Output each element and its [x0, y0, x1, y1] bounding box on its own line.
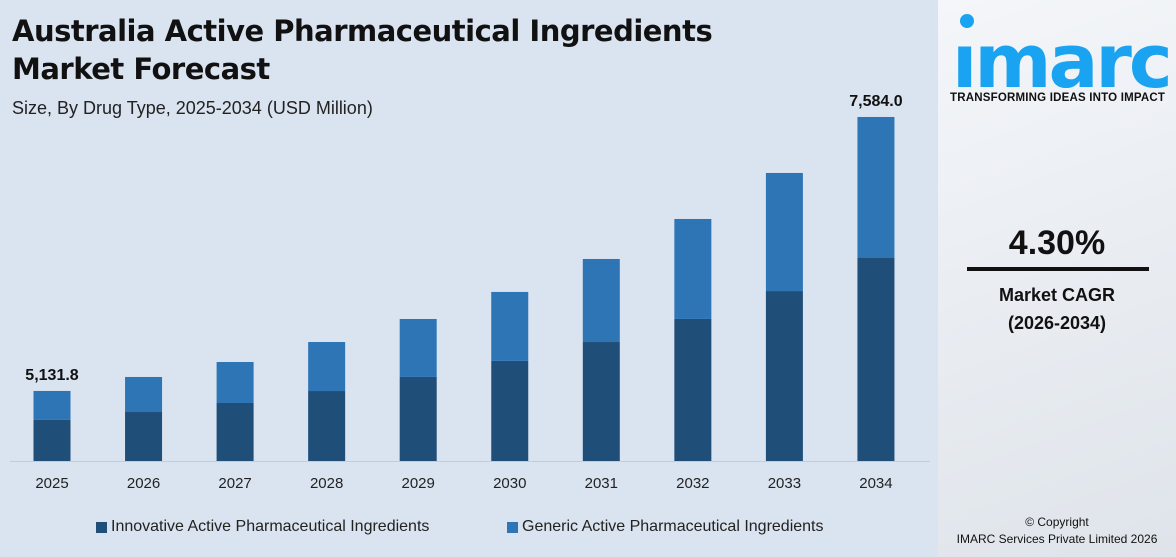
- bar-generic-2025: [33, 390, 71, 420]
- bar-generic-2032: [674, 218, 712, 319]
- chart-area: Australia Active Pharmaceutical Ingredie…: [10, 12, 930, 536]
- legend-innovative: Innovative Active Pharmaceutical Ingredi…: [96, 518, 429, 536]
- bar-innovative-2026: [125, 412, 163, 461]
- bar-generic-2028: [308, 342, 346, 392]
- imarc-logo: ımarc: [952, 14, 1173, 92]
- svg-text:ımarc: ımarc: [952, 19, 1170, 92]
- data-label-2025: 5,131.8: [25, 367, 78, 384]
- bar-innovative-2031: [582, 342, 620, 461]
- bar-innovative-2034: [857, 258, 895, 461]
- x-tick-label-2031: 2031: [585, 475, 618, 492]
- bar-generic-2030: [491, 291, 529, 361]
- title-line-1: Australia Active Pharmaceutical Ingredie…: [12, 14, 713, 48]
- bar-innovative-2028: [308, 391, 346, 461]
- company-name: IMARC Services Private Limited 2026: [956, 532, 1158, 546]
- data-label-2034: 7,584.0: [849, 93, 902, 110]
- bar-generic-2031: [582, 258, 620, 343]
- legend-swatch-generic: [507, 521, 518, 533]
- x-tick-label-2026: 2026: [127, 475, 160, 492]
- chart-subtitle: Size, By Drug Type, 2025-2034 (USD Milli…: [12, 98, 373, 118]
- bar-generic-2026: [125, 376, 163, 413]
- x-tick-label-2028: 2028: [310, 475, 343, 492]
- sidebar: ımarc TRANSFORMING IDEAS INTO IMPACT 4.3…: [938, 0, 1176, 557]
- logo-tagline: TRANSFORMING IDEAS INTO IMPACT: [950, 92, 1166, 104]
- x-tick-label-2027: 2027: [218, 475, 251, 492]
- cagr-period: (2026-2034): [1007, 313, 1107, 333]
- bar-chart: 2025 5,131.8 2026 2027 2028 2029 2030 2031 2032 2…: [10, 93, 930, 492]
- title-line-2: Market Forecast: [12, 52, 270, 86]
- legend-label-generic: Generic Active Pharmaceutical Ingredient…: [522, 518, 824, 535]
- bar-generic-2029: [399, 318, 437, 377]
- bar-generic-2034: [857, 116, 895, 259]
- bar-innovative-2030: [491, 360, 529, 461]
- bar-innovative-2033: [765, 291, 803, 461]
- cagr-label: Market CAGR: [998, 285, 1116, 305]
- legend-generic: Generic Active Pharmaceutical Ingredient…: [507, 518, 823, 536]
- x-tick-label-2033: 2033: [768, 475, 801, 492]
- legend-swatch-innovative: [96, 521, 107, 533]
- x-tick-label-2032: 2032: [676, 475, 709, 492]
- copyright: © Copyright: [1025, 515, 1089, 529]
- bar-innovative-2029: [399, 376, 437, 461]
- bar-generic-2027: [216, 362, 254, 403]
- bar-innovative-2027: [216, 402, 254, 461]
- legend-label-innovative: Innovative Active Pharmaceutical Ingredi…: [111, 518, 430, 535]
- cagr-value: 4.30%: [1008, 224, 1106, 262]
- x-tick-label-2030: 2030: [493, 475, 526, 492]
- x-tick-label-2034: 2034: [859, 475, 892, 492]
- x-tick-label-2029: 2029: [402, 475, 435, 492]
- chart-title: Australia Active Pharmaceutical Ingredie…: [12, 12, 713, 88]
- bar-innovative-2025: [33, 419, 71, 461]
- bar-innovative-2032: [674, 318, 712, 461]
- x-tick-label-2025: 2025: [35, 475, 68, 492]
- bar-generic-2033: [765, 172, 803, 292]
- cagr-divider: [967, 267, 1149, 271]
